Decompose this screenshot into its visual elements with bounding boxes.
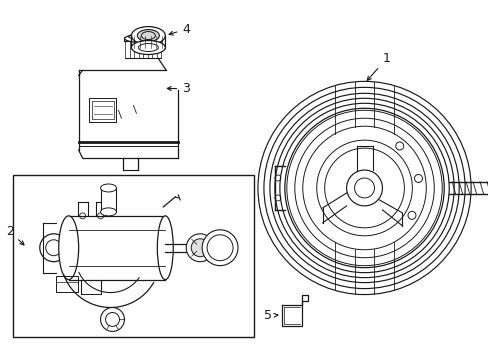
Ellipse shape — [157, 216, 173, 280]
Ellipse shape — [137, 30, 159, 41]
Circle shape — [101, 307, 124, 332]
Text: 2: 2 — [6, 225, 24, 245]
Ellipse shape — [207, 235, 233, 261]
Ellipse shape — [101, 208, 116, 216]
Ellipse shape — [101, 184, 116, 192]
Bar — [101, 188, 116, 212]
Ellipse shape — [191, 239, 209, 257]
Ellipse shape — [138, 44, 158, 51]
Bar — [13, 175, 253, 337]
Text: 4: 4 — [169, 23, 190, 36]
Ellipse shape — [131, 41, 165, 54]
Ellipse shape — [202, 230, 238, 266]
Circle shape — [285, 108, 443, 268]
Bar — [56, 276, 78, 292]
Text: 1: 1 — [366, 53, 389, 80]
Bar — [88, 98, 116, 122]
Ellipse shape — [131, 27, 165, 45]
Text: 5: 5 — [264, 310, 278, 323]
Bar — [91, 101, 113, 119]
Ellipse shape — [59, 216, 79, 280]
Circle shape — [40, 234, 67, 262]
Ellipse shape — [124, 35, 162, 42]
Text: 3: 3 — [167, 82, 190, 95]
Ellipse shape — [186, 234, 214, 262]
